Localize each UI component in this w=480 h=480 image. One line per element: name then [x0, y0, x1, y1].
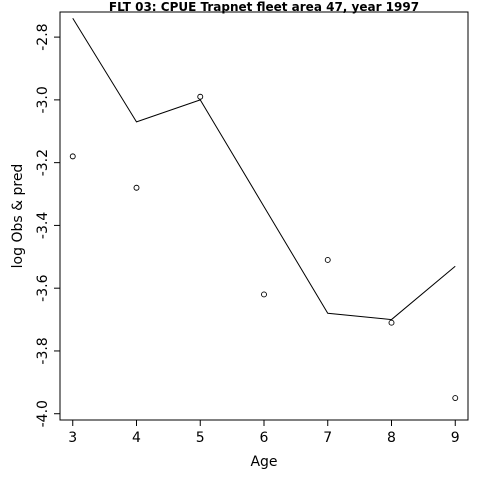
- observed-point: [197, 93, 204, 100]
- observed-point: [133, 184, 140, 191]
- observed-point: [452, 395, 459, 401]
- x-tick-label: 4: [132, 430, 141, 446]
- y-axis-label: log Obs & pred: [10, 164, 26, 269]
- y-axis: -4.0 -3.8 -3.6 -3.4 -3.2 -3.0 -2.8: [35, 23, 60, 427]
- x-tick-label: 5: [196, 430, 205, 446]
- y-tick-label: -3.2: [35, 149, 51, 176]
- x-tick-label: 6: [260, 430, 269, 446]
- x-tick-label: 9: [451, 430, 460, 446]
- y-tick-label: -3.4: [35, 212, 51, 239]
- x-axis: 3 4 5 6 7 8 9: [68, 420, 460, 446]
- observed-point: [324, 256, 331, 263]
- observed-point: [69, 153, 76, 160]
- x-axis-label: Age: [250, 454, 277, 470]
- predicted-line: [72, 18, 456, 321]
- x-tick-label: 7: [323, 430, 332, 446]
- observed-point: [261, 291, 267, 298]
- y-tick-label: -4.0: [35, 400, 51, 427]
- observed-point: [388, 319, 395, 326]
- y-tick-label: -3.6: [35, 274, 51, 301]
- y-tick-label: -3.8: [35, 337, 51, 364]
- plot-frame: [59, 11, 469, 421]
- observed-series: [69, 93, 459, 401]
- y-tick-label: -2.8: [35, 23, 51, 50]
- y-tick-label: -3.0: [35, 86, 51, 113]
- chart-title: FLT 03: CPUE Trapnet fleet area 47, year…: [109, 0, 419, 14]
- predicted-series: [72, 18, 456, 321]
- x-tick-label: 3: [68, 430, 77, 446]
- x-tick-label: 8: [387, 430, 396, 446]
